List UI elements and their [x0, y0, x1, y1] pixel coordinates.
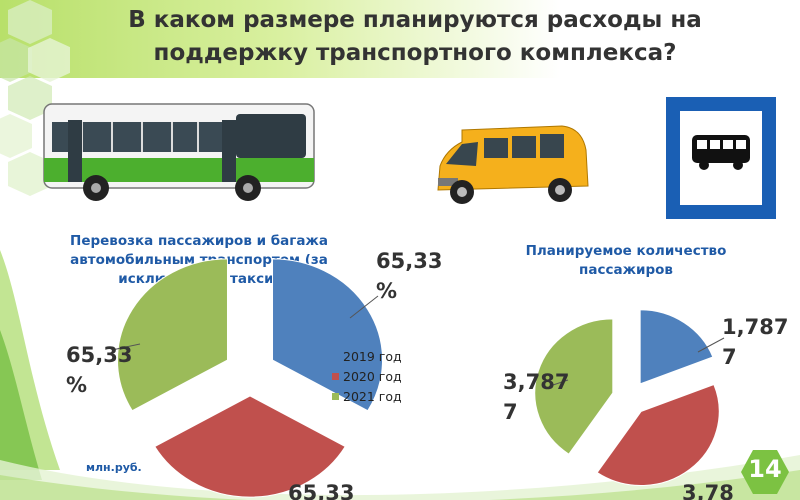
legend-label: 2021 год	[343, 388, 402, 404]
chart1-label-2020: 65,33	[288, 481, 355, 500]
chart1-legend: 2019 год 2020 год 2021 год	[332, 346, 442, 406]
legend-swatch-green	[332, 392, 339, 400]
chart1-title: Перевозка пассажиров и багажа автомобиль…	[70, 233, 328, 287]
leader-line-4	[549, 379, 569, 387]
leader-line-2	[111, 343, 141, 351]
leader-line-1	[349, 295, 379, 319]
chart2-title: Планируемое количество пассажиров	[525, 243, 727, 278]
unit-label: млн.руб.	[86, 461, 142, 474]
legend-label: 2019 год	[343, 348, 402, 364]
chart2-slice-2021	[534, 318, 614, 455]
page-number: 14	[748, 455, 782, 483]
legend-item-2020: 2020 год	[332, 366, 442, 386]
minibus-illustration	[437, 125, 589, 204]
footer-swoosh	[0, 455, 800, 500]
slide-title: В каком размере планируются расходы на п…	[128, 7, 702, 66]
leader-line-3	[697, 337, 725, 353]
chart1-slice-2019	[272, 258, 383, 412]
chart1-label-2019: 65,33 %	[376, 249, 443, 303]
legend-label: 2020 год	[343, 368, 402, 384]
hexagon-decoration	[0, 0, 70, 480]
header-band	[0, 0, 800, 78]
chart2-label-2020: 3,78	[682, 481, 734, 500]
legend-swatch-red	[332, 372, 339, 380]
chart1-slice-2021	[117, 258, 228, 412]
chart2-label-2021: 3,787 7	[503, 370, 570, 424]
bus-stop-sign-icon	[666, 97, 776, 219]
chart1-label-2021: 65,33 %	[66, 343, 133, 397]
legend-item-2019: 2019 год	[332, 346, 442, 366]
chart2-slice-2020	[596, 383, 720, 486]
chart2-label-2019: 1,787 7	[722, 315, 789, 369]
chart2-slice-2019	[639, 309, 714, 385]
page-badge	[741, 450, 789, 494]
legend-item-2021: 2021 год	[332, 386, 442, 406]
chart1-slice-2020	[154, 395, 346, 498]
legend-swatch-blue	[332, 352, 339, 360]
bus-illustration	[43, 103, 315, 201]
